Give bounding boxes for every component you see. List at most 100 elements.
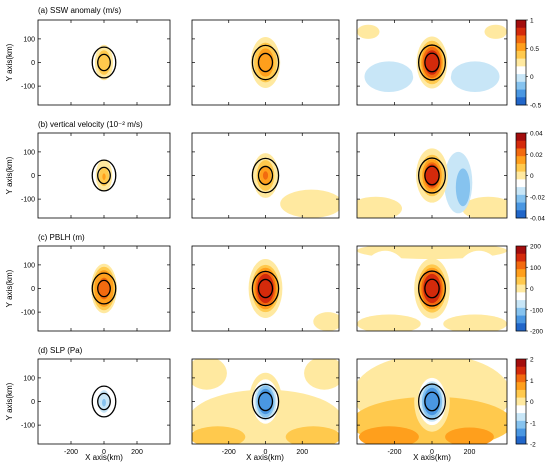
colorbar-segment [516, 374, 526, 383]
x-tick-label: 0 [102, 449, 106, 456]
colorbar-segment [516, 58, 526, 67]
colorbar-segment [516, 323, 526, 332]
contour-region-6 [399, 161, 417, 200]
colorbar-segment [516, 50, 526, 59]
colorbar-segment [516, 246, 526, 255]
colorbar-tick-label: 0.5 [530, 46, 539, 53]
contour-region-3 [357, 314, 421, 331]
panel-3-2: -200 0 200 [356, 358, 508, 456]
colorbar-segment [516, 261, 526, 270]
colorbar-tick-label: 0 [530, 286, 534, 293]
colorbar-segment [516, 413, 526, 422]
y-axis-label: Y axis(km) [5, 43, 14, 81]
y-tick-label: -100 [21, 197, 35, 204]
colorbar-tick-label: 0 [530, 173, 534, 180]
contour-fills [66, 262, 142, 320]
contour-fills [357, 24, 507, 98]
vortex-ring-1 [424, 391, 440, 412]
panel-2-2 [356, 245, 508, 332]
colorbar-segment [516, 74, 526, 83]
row-title-b: (b) vertical velocity (10⁻² m/s) [38, 120, 143, 129]
y-tick-label: 0 [31, 286, 35, 293]
contour-region-3 [192, 426, 246, 444]
x-axis-label-2: X axis(km) [246, 453, 284, 462]
contour-region-0 [193, 246, 242, 322]
row-title-a: (a) SSW anomaly (m/s) [38, 6, 121, 15]
y-tick-label: 100 [23, 36, 35, 43]
colorbar-tick-label: 2 [530, 357, 534, 364]
colorbar-segment [516, 187, 526, 196]
colorbar-segment [516, 156, 526, 165]
x-tick-label: -200 [64, 449, 78, 456]
y-tick-label: -100 [21, 423, 35, 430]
contour-region-2 [364, 61, 414, 93]
colorbar-segment [516, 428, 526, 437]
y-tick-label: 0 [31, 60, 35, 67]
contour-region-1 [358, 250, 412, 322]
panel-3-0: -200 0 200 100 0 -100 [21, 358, 171, 456]
contour-fills [192, 135, 339, 218]
vortex-ring-1 [97, 166, 111, 185]
x-tick-label: 200 [296, 449, 308, 456]
y-tick-label: 0 [31, 399, 35, 406]
contour-region-2 [452, 250, 506, 322]
colorbar-tick-label: -100 [530, 307, 543, 314]
vortex-ring-0 [251, 44, 280, 81]
contour-fills [95, 159, 113, 192]
panel-2-0: 100 0 -100 [21, 245, 171, 332]
colorbar-segment [516, 148, 526, 157]
colorbar-segment [516, 66, 526, 75]
contour-fills [357, 133, 507, 218]
contour-region-2 [462, 196, 507, 218]
colorbar-tick-label: -0.04 [530, 216, 545, 223]
contour-region-6 [98, 277, 110, 300]
colorbar-segment [516, 43, 526, 52]
colorbar-tick-label: 0 [530, 399, 534, 406]
colorbar-segment [516, 359, 526, 368]
colorbar-tick-label: -1 [530, 420, 536, 427]
contour-region-4 [443, 314, 507, 331]
contour-region-2 [358, 426, 419, 444]
contour-fills [192, 359, 339, 444]
contour-region-5 [455, 168, 471, 207]
x-tick-label: 0 [430, 449, 434, 456]
y-tick-label: 100 [23, 149, 35, 156]
colorbar-segment [516, 89, 526, 98]
colorbar-segment [516, 276, 526, 285]
contour-region-7 [257, 273, 274, 304]
colorbar-tick-label: 100 [530, 265, 541, 272]
colorbar-tick-label: -0.02 [530, 194, 545, 201]
vortex-ring-0 [91, 272, 117, 305]
colorbar-tick-label: 0.02 [530, 152, 543, 159]
contour-fills [357, 359, 507, 444]
colorbar-2: 200 100 0 -100 -200 [515, 244, 543, 336]
vortex-ring-1 [257, 278, 274, 299]
colorbar-segment [516, 81, 526, 90]
colorbar-segment [516, 133, 526, 142]
x-tick-label: -200 [387, 449, 401, 456]
colorbar-segment [516, 405, 526, 414]
colorbar-segment [516, 300, 526, 309]
panel-3-1: -200 0 200 [191, 358, 340, 456]
y-tick-label: -100 [21, 310, 35, 317]
contour-region-0 [192, 135, 240, 178]
contour-region-11 [425, 164, 439, 187]
colorbar-tick-label: 0.04 [530, 131, 543, 138]
colorbar-segment [516, 389, 526, 398]
contour-region-2 [313, 312, 339, 331]
panel-0-1 [191, 19, 340, 106]
panel-1-0: 100 0 -100 [21, 132, 171, 219]
vortex-ring-1 [424, 52, 440, 73]
contour-region-9 [258, 388, 273, 415]
vortex-ring-1 [97, 279, 111, 298]
colorbar-segment [516, 284, 526, 293]
colorbar-segment [516, 292, 526, 301]
panel-0-0: 100 0 -100 [21, 19, 171, 106]
contour-region-2 [102, 173, 106, 180]
colorbar-segment [516, 35, 526, 44]
panel-1-2 [356, 132, 508, 219]
x-tick-label: -200 [222, 449, 236, 456]
panel-0-2 [356, 19, 508, 106]
vortex-ring-1 [97, 53, 111, 72]
